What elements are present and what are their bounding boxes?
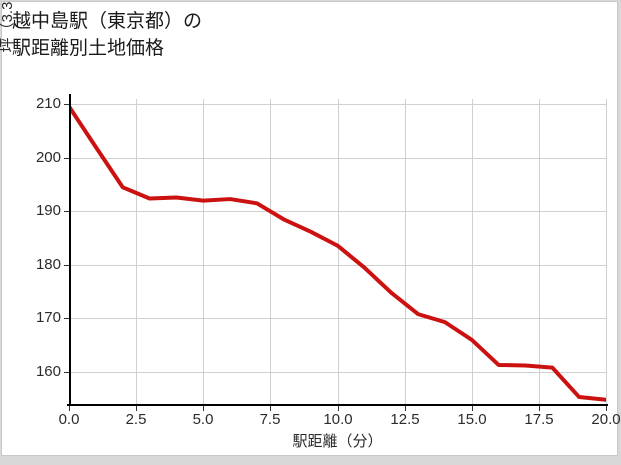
y-tick-label: 190 <box>35 202 61 219</box>
y-tick-label: 180 <box>35 256 61 273</box>
x-tick-label: 2.5 <box>125 411 147 428</box>
x-axis-title: 駅距離（分） <box>292 433 383 450</box>
y-axis-title: 坪（3.3㎡）単価（万円） <box>0 0 17 112</box>
gridline-horizontal <box>69 158 606 159</box>
gridline-horizontal <box>69 104 606 105</box>
y-axis-spine <box>69 94 71 406</box>
y-tick-label: 160 <box>35 363 61 380</box>
gridline-vertical <box>405 99 406 404</box>
y-tick-mark <box>64 104 69 105</box>
x-tick-label: 17.5 <box>524 411 554 428</box>
chart-title: 越中島駅（東京都）の 駅距離別土地価格 <box>12 11 203 59</box>
gridline-vertical <box>606 99 607 404</box>
y-tick-mark <box>64 265 69 266</box>
x-axis-spine <box>67 404 608 406</box>
x-tick-mark <box>472 406 473 411</box>
gridline-horizontal <box>69 211 606 212</box>
gridline-vertical <box>270 99 271 404</box>
x-tick-label: 12.5 <box>390 411 420 428</box>
y-tick-mark <box>64 372 69 373</box>
x-tick-mark <box>338 406 339 411</box>
gridline-vertical <box>338 99 339 404</box>
price-line <box>69 104 606 402</box>
y-tick-label: 200 <box>35 149 61 166</box>
plot-area <box>69 99 607 404</box>
plot-background <box>69 99 606 404</box>
x-tick-mark <box>405 406 406 411</box>
gridline-vertical <box>539 99 540 404</box>
y-tick-mark <box>64 318 69 319</box>
x-tick-mark <box>539 406 540 411</box>
gridline-horizontal <box>69 265 606 266</box>
x-tick-label: 20.0 <box>591 411 621 428</box>
y-tick-mark <box>64 158 69 159</box>
gridline-horizontal <box>69 318 606 319</box>
x-tick-mark <box>69 406 70 411</box>
x-tick-mark <box>270 406 271 411</box>
gridline-vertical <box>203 99 204 404</box>
x-tick-label: 5.0 <box>192 411 214 428</box>
x-tick-mark <box>136 406 137 411</box>
x-tick-mark <box>606 406 607 411</box>
x-tick-label: 7.5 <box>259 411 281 428</box>
gridline-horizontal <box>69 372 606 373</box>
x-tick-label: 10.0 <box>323 411 353 428</box>
y-tick-label: 170 <box>35 309 61 326</box>
x-tick-label: 0.0 <box>58 411 80 428</box>
gridline-vertical <box>472 99 473 404</box>
x-tick-label: 15.0 <box>457 411 487 428</box>
gridline-vertical <box>136 99 137 404</box>
data-line-svg <box>69 104 606 402</box>
y-tick-label: 210 <box>35 95 61 112</box>
y-tick-mark <box>64 211 69 212</box>
x-tick-mark <box>203 406 204 411</box>
